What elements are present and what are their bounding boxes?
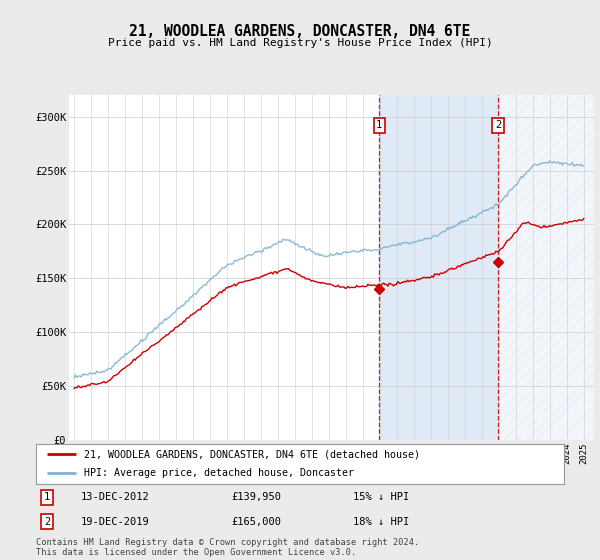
Text: 21, WOODLEA GARDENS, DONCASTER, DN4 6TE: 21, WOODLEA GARDENS, DONCASTER, DN4 6TE bbox=[130, 24, 470, 39]
Text: 21, WOODLEA GARDENS, DONCASTER, DN4 6TE (detached house): 21, WOODLEA GARDENS, DONCASTER, DN4 6TE … bbox=[83, 449, 419, 459]
Text: HPI: Average price, detached house, Doncaster: HPI: Average price, detached house, Donc… bbox=[83, 468, 353, 478]
Text: Contains HM Land Registry data © Crown copyright and database right 2024.
This d: Contains HM Land Registry data © Crown c… bbox=[36, 538, 419, 557]
Text: 2: 2 bbox=[44, 517, 50, 526]
Text: 2: 2 bbox=[495, 120, 501, 130]
Text: 1: 1 bbox=[376, 120, 382, 130]
Text: Price paid vs. HM Land Registry's House Price Index (HPI): Price paid vs. HM Land Registry's House … bbox=[107, 38, 493, 48]
Text: 13-DEC-2012: 13-DEC-2012 bbox=[81, 492, 149, 502]
Text: £139,950: £139,950 bbox=[232, 492, 281, 502]
Text: 1: 1 bbox=[44, 492, 50, 502]
Text: 15% ↓ HPI: 15% ↓ HPI bbox=[353, 492, 409, 502]
Text: £165,000: £165,000 bbox=[232, 517, 281, 526]
Bar bbox=[498, 95, 594, 440]
Text: 18% ↓ HPI: 18% ↓ HPI bbox=[353, 517, 409, 526]
Text: 19-DEC-2019: 19-DEC-2019 bbox=[81, 517, 149, 526]
Bar bbox=[379, 95, 498, 440]
